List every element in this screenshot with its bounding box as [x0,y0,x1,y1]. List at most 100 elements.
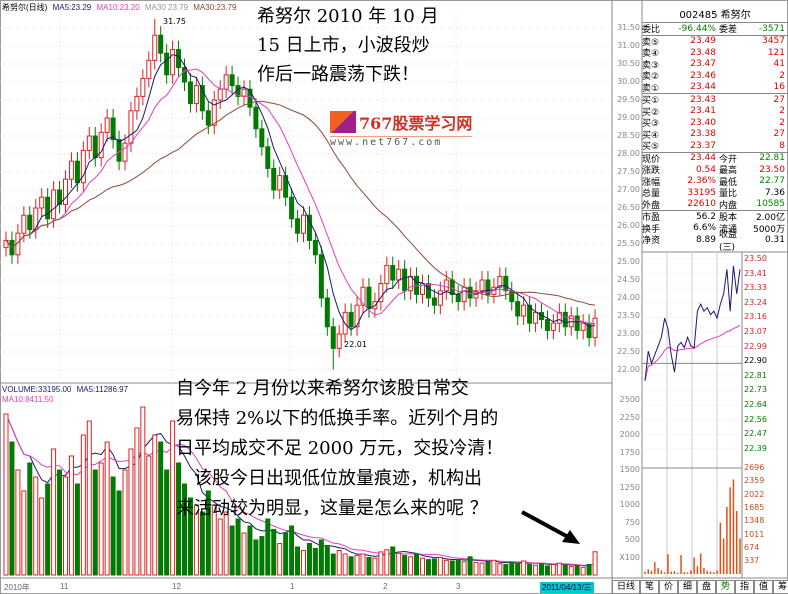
quote-row: 换手 6.6% 流通 5000万 [642,223,788,235]
intraday-volume-tick: 337 [744,556,760,566]
candle-body [556,311,562,324]
quantity: 3457 [762,36,785,47]
candle-body [550,322,556,331]
quote-row: 净资 8.89 收益(三) 0.31 [642,230,788,253]
volume-bar [295,546,301,576]
price-tick: 28.50 [617,131,640,140]
intraday-volume-tick: 2359 [744,476,765,486]
volume-bar [390,546,396,576]
value: 0.31 [764,234,785,245]
label: 市盈 [642,213,661,224]
volume-bar [503,564,509,576]
volume-bar [467,556,473,576]
ma10-line [5,68,596,325]
vol-ma10-label: MA10:8411.50 [2,395,54,404]
annotation-bottom: 自今年 2 月份以来希努尔该股日常交 易保持 2%以下的低换手率。近列个月的 日… [176,374,503,524]
value: -3571 [758,23,785,34]
price-tick: 31.50 [617,23,640,32]
tab-4[interactable]: 盘 [697,580,716,594]
volume-bar [187,497,193,576]
tab-5[interactable]: 势 [716,580,735,594]
quote-panel: 002485 希努尔 委比 -96.44% 委差 -3571 卖⑤ 23.49 3457 卖… [642,4,788,253]
candle-body [425,283,431,299]
candle-body [455,293,461,303]
vol-ma5-label: MA5:11286.97 [76,385,129,394]
tab-3[interactable]: 细 [678,580,697,594]
candle-body [378,283,384,303]
tab-8[interactable]: 筹 [773,580,788,594]
volume-bar [473,561,479,576]
volume-bar [360,553,366,576]
candle-body [134,95,140,112]
volume-bar [574,565,580,576]
volume-bar [205,490,211,576]
volume-ma5-line [5,413,596,567]
price-tick: 23.50 [617,311,640,320]
volume-bar [277,543,283,576]
volume-bar [128,448,134,576]
price: 23.41 [690,106,716,117]
volume-bar [259,536,265,576]
price: 23.46 [690,70,716,81]
volume-bar [74,483,80,576]
price-tick: 30.00 [617,77,640,86]
price-tick: 30.50 [617,59,640,68]
candle-body [384,265,390,285]
price: 23.40 [690,117,716,128]
candle-body [318,254,324,299]
intraday-price-tick: 22.39 [744,443,767,453]
volume-bar [485,561,491,576]
volume-bar [396,552,402,576]
candle-body [193,85,199,105]
label: 委比 [642,25,661,36]
date-label: 12 [172,582,181,591]
intraday-volume-tick: 2696 [744,463,765,472]
candle-body [140,77,146,97]
label: 今开 [719,154,738,165]
tab-2[interactable]: 价 [659,580,678,594]
tab-1[interactable]: 笔 [640,580,659,594]
tab-7[interactable]: 值 [754,580,773,594]
price-tick: 26.00 [617,221,640,230]
volume-bar [283,532,289,576]
candle-body [92,135,98,159]
tab-0[interactable]: 日线 [612,580,640,594]
candle-body [295,218,301,234]
quote-row: 买① 23.43 27 [642,93,788,106]
quantity: 2 [779,106,785,117]
volume-bar [348,556,354,576]
volume-bar [241,532,247,576]
value: 33195 [687,187,716,198]
label: 买② [642,107,660,118]
date-label: 2 [383,582,388,591]
volume-bar [193,504,199,576]
candle-body [521,304,527,317]
low-label: 22.01 [344,340,367,349]
volume-tick: 750 [624,517,640,527]
value: 22610 [687,199,716,210]
intraday-price-tick: 23.07 [744,327,767,336]
tab-6[interactable]: 指 [735,580,754,594]
volume-bar [51,448,57,576]
volume-ma10-line [5,413,596,566]
volume-bar [86,420,92,576]
candle-body [39,196,45,209]
volume-bar [211,504,217,576]
intraday-price-tick: 22.90 [744,356,767,366]
candle-body [110,117,116,141]
candle-body [253,106,259,130]
quote-row: 卖① 23.44 16 [642,82,788,94]
price-tick: 31.00 [617,41,640,50]
volume-bar [170,420,176,576]
candle-body [420,283,425,295]
logo-text: 767股票学习网 [359,114,473,133]
candle-body [205,110,211,126]
price-tick: 23.00 [617,329,640,338]
candle-body [533,311,539,324]
candle-body [509,290,515,303]
volume-bar [146,455,152,576]
volume-tick: 2000 [619,430,640,439]
candle-body [211,99,217,126]
candle-body [187,81,193,105]
